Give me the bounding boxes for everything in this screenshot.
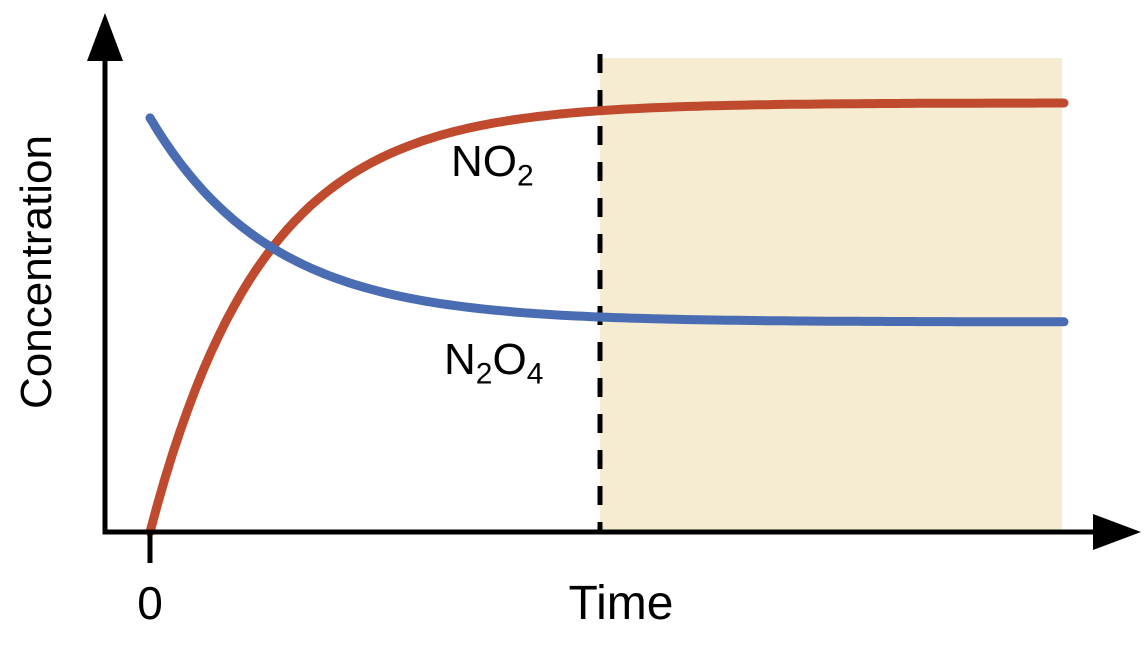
n2o4-formula-sub2: 2 [475, 357, 493, 391]
origin-tick-label: 0 [137, 577, 163, 629]
n2o4-formula-sub4: 4 [526, 357, 544, 391]
equilibrium-shaded-region [600, 58, 1062, 532]
y-axis-label: Concentration [12, 135, 61, 409]
n2o4-formula-o: O [492, 335, 527, 384]
curve-label-no2: NO2 [451, 137, 534, 193]
curve-label-n2o4: N2O4 [444, 335, 544, 391]
x-axis-arrowhead [1093, 514, 1141, 550]
curve-n2o4 [145, 113, 1069, 327]
x-axis-label: Time [568, 577, 674, 630]
curve-no2 [145, 98, 1069, 537]
n2o4-formula-n: N [444, 335, 476, 384]
no2-formula-base: NO [451, 137, 517, 186]
no2-formula-subscript: 2 [517, 159, 534, 193]
y-axis-arrowhead [87, 13, 123, 61]
